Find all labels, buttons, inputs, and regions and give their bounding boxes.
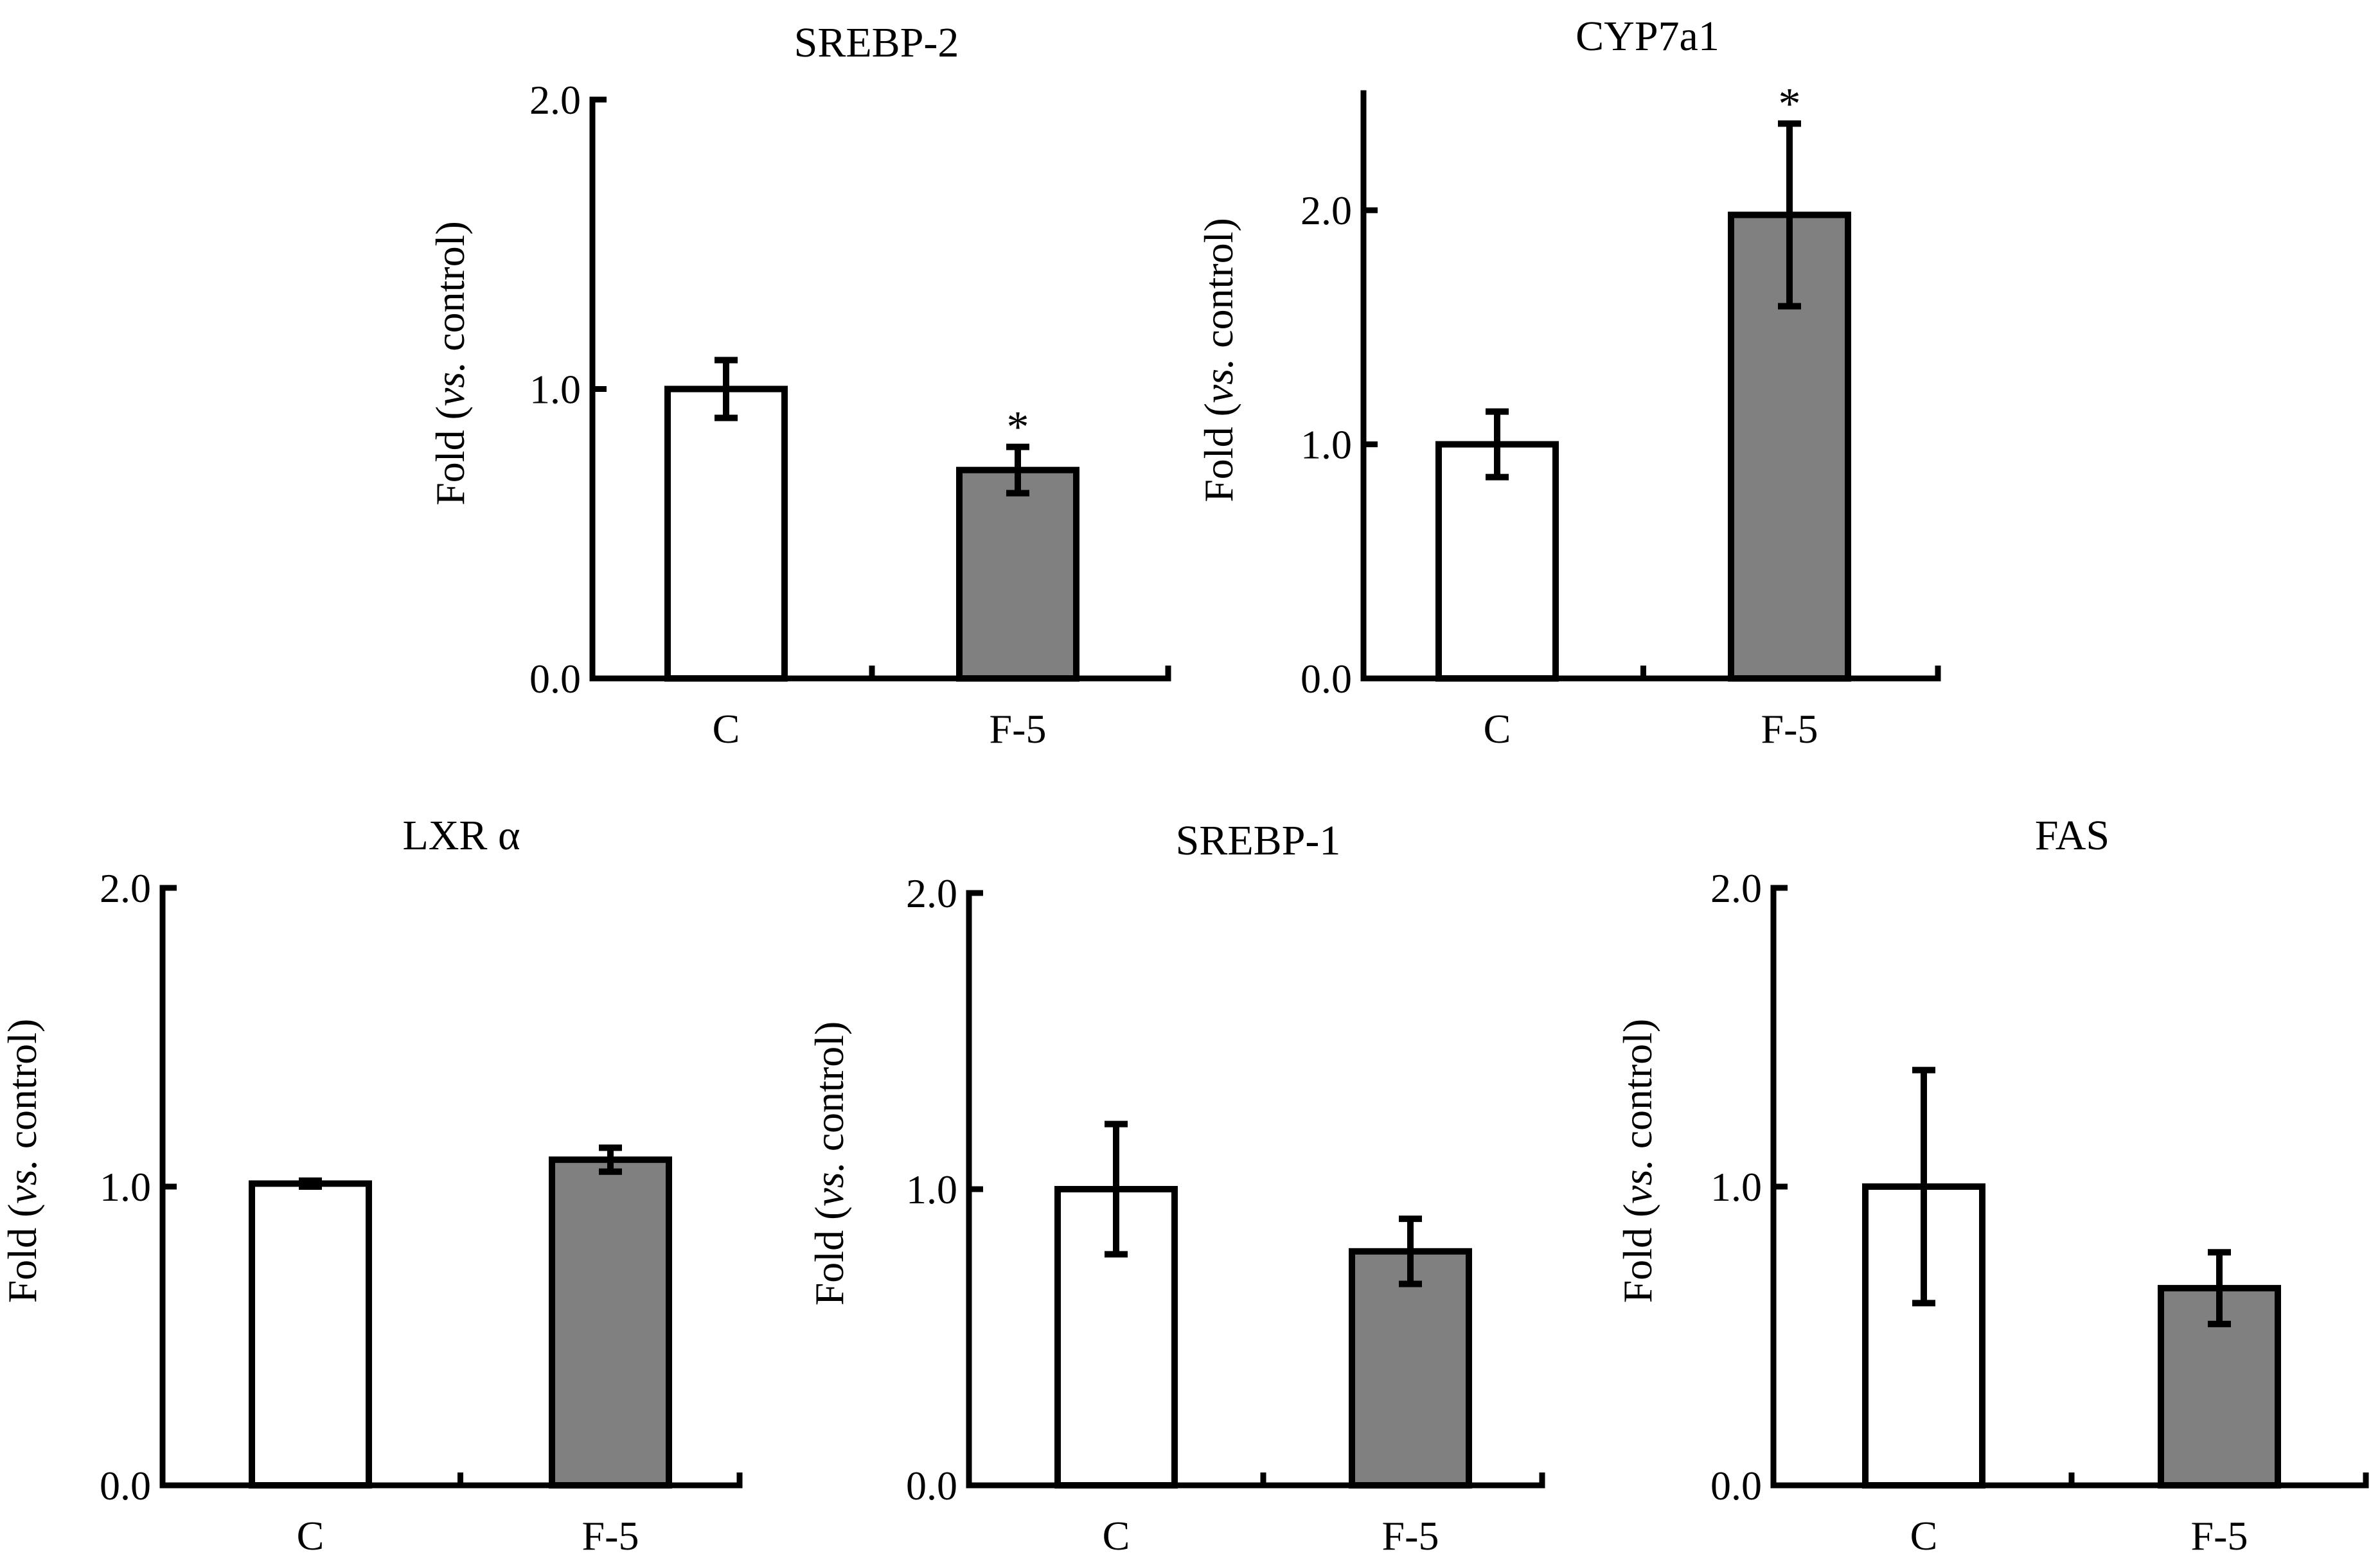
error-bar-f-5 — [1778, 120, 1801, 310]
y-tick-label: 0.0 — [1710, 1463, 1762, 1508]
y-tick-label: 1.0 — [529, 367, 581, 412]
chart-panel-1: CYP7a1 Fold (vs. control) C * F-5 0.0 1.0 2.0 — [1196, 13, 1941, 752]
x-tick-label: C — [1484, 706, 1511, 752]
y-tick-label: 2.0 — [1301, 188, 1352, 233]
x-tick-label: F-5 — [990, 706, 1047, 752]
y-tick-label: 2.0 — [529, 77, 581, 123]
y-tick-label: 1.0 — [1301, 422, 1352, 468]
y-axis-label: Fold (vs. control) — [1196, 218, 1241, 502]
y-axis-label: Fold (vs. control) — [427, 221, 473, 506]
x-tick-label: C — [1103, 1513, 1130, 1556]
bar-c — [664, 385, 788, 682]
error-bar-f-5 — [1399, 1216, 1422, 1287]
chart-panel-0: SREBP-2 Fold (vs. control) C * F-5 0.0 1.0 2.0 — [427, 19, 1171, 752]
error-bar-f-5 — [599, 1144, 622, 1175]
y-tick-label: 1.0 — [906, 1167, 957, 1212]
y-tick-label: 0.0 — [1301, 656, 1352, 702]
y-tick-label: 0.0 — [100, 1463, 151, 1508]
chart-title: SREBP-2 — [794, 19, 959, 66]
chart-panel-2: LXR α Fold (vs. control) C F-5 0.0 1.0 2.0 — [0, 812, 743, 1556]
error-bar-f-5 — [1006, 443, 1029, 497]
bar-f-5 — [1349, 1248, 1472, 1489]
y-axis-label: Fold (vs. control) — [806, 1021, 852, 1306]
y-tick-label: 1.0 — [100, 1164, 151, 1210]
bar-c — [249, 1180, 372, 1489]
error-bar-c — [299, 1177, 322, 1190]
y-tick-label: 2.0 — [100, 865, 151, 911]
error-bar-c — [1105, 1120, 1128, 1258]
x-tick-label: C — [1910, 1513, 1938, 1556]
y-axis-label: Fold (vs. control) — [1615, 1019, 1660, 1304]
significance-marker: * — [1779, 79, 1801, 128]
error-bar-c — [715, 357, 738, 421]
chart-title: CYP7a1 — [1576, 13, 1719, 60]
bar-f-5 — [549, 1156, 672, 1489]
error-bar-c — [1486, 408, 1509, 481]
x-tick-label: C — [297, 1513, 324, 1556]
x-tick-label: F-5 — [1382, 1513, 1439, 1556]
chart-title: FAS — [2035, 812, 2109, 859]
y-tick-label: 0.0 — [529, 656, 581, 702]
x-tick-label: F-5 — [2191, 1513, 2248, 1556]
y-tick-label: 2.0 — [1710, 865, 1762, 911]
chart-panel-3: SREBP-1 Fold (vs. control) C F-5 0.0 1.0 2.0 — [806, 817, 1545, 1556]
y-axis-label: Fold (vs. control) — [0, 1019, 45, 1304]
chart-title: LXR α — [402, 812, 520, 859]
y-tick-label: 1.0 — [1710, 1164, 1762, 1210]
y-tick-label: 0.0 — [906, 1463, 957, 1508]
x-tick-label: C — [713, 706, 740, 752]
x-tick-label: F-5 — [582, 1513, 639, 1556]
chart-panel-4: FAS Fold (vs. control) C F-5 0.0 1.0 2.0 — [1615, 812, 2369, 1556]
bar-c — [1435, 441, 1559, 682]
error-bar-f-5 — [2208, 1249, 2231, 1327]
y-tick-label: 2.0 — [906, 871, 957, 916]
bar-f-5 — [956, 466, 1079, 682]
error-bar-c — [1912, 1066, 1935, 1307]
chart-title: SREBP-1 — [1176, 817, 1341, 864]
significance-marker: * — [1007, 403, 1029, 452]
x-tick-label: F-5 — [1761, 706, 1818, 752]
